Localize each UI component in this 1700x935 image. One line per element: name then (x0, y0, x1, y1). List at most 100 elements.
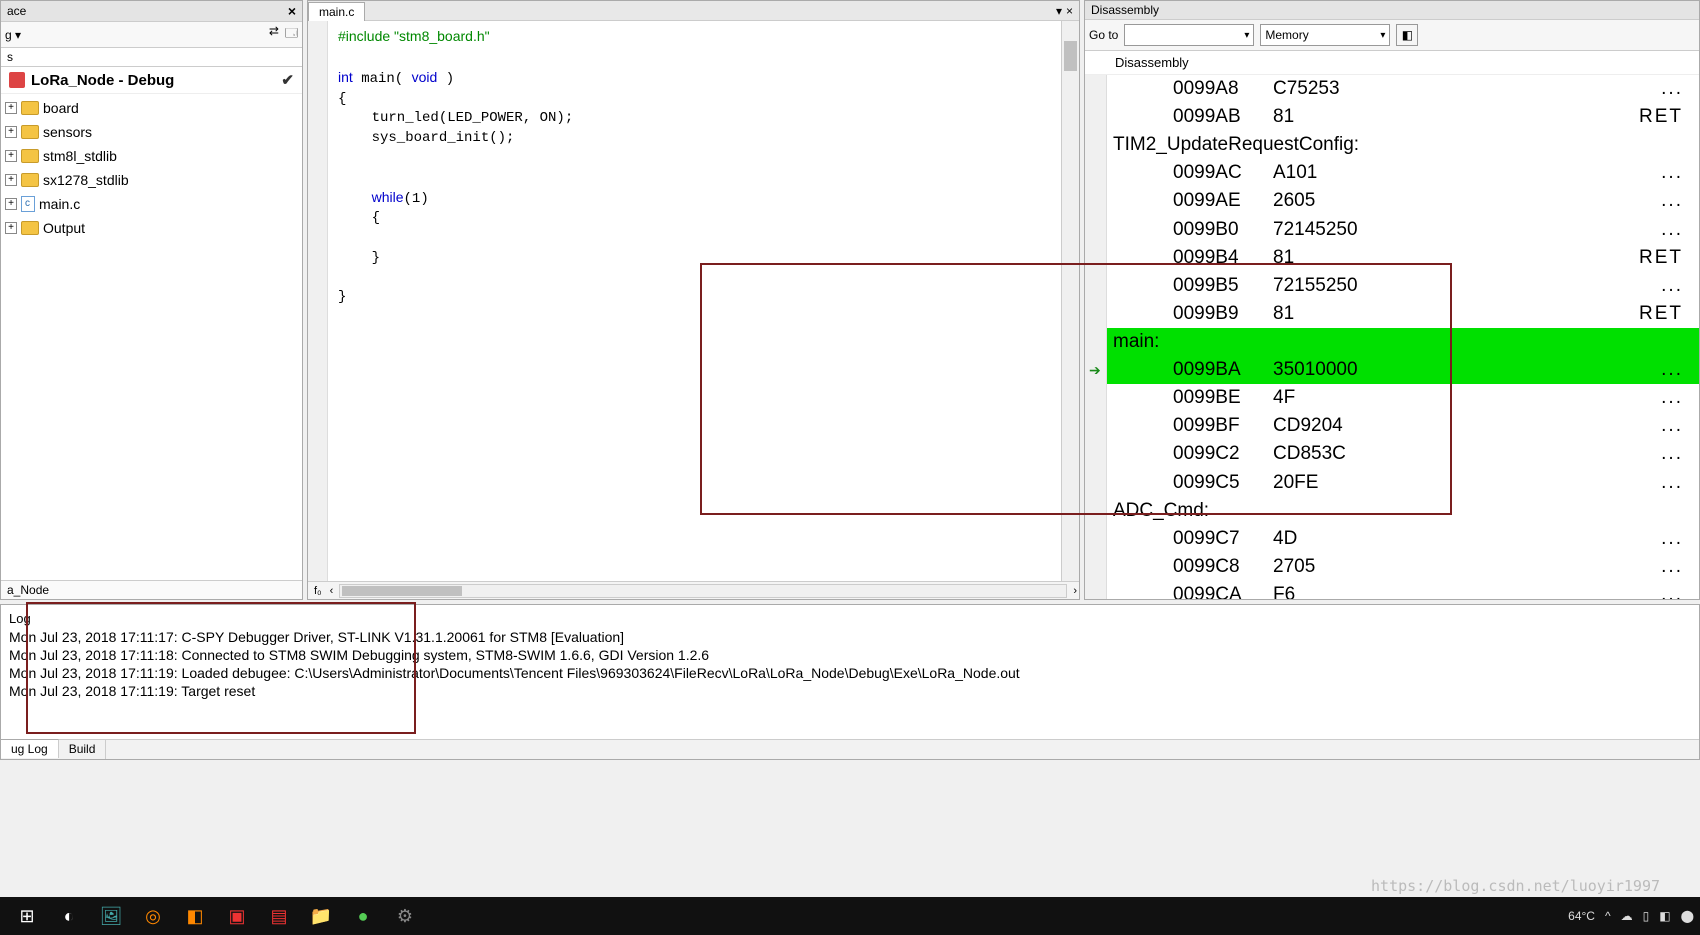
tray-icon[interactable]: ◧ (1659, 909, 1670, 923)
cloud-icon[interactable]: ☁ (1621, 909, 1633, 923)
expander-icon[interactable]: + (5, 198, 17, 210)
taskbar-item[interactable]: ◧ (178, 901, 212, 931)
disasm-bytes: 72155250 (1273, 272, 1463, 300)
disasm-mn: RET (1463, 300, 1693, 328)
disasm-bytes: 2705 (1273, 553, 1463, 581)
disasm-bytes: 81 (1273, 103, 1463, 131)
log-tab[interactable]: ug Log (1, 739, 59, 758)
chevron-right-icon[interactable]: › (1071, 585, 1079, 597)
chevron-left-icon[interactable]: ‹ (328, 585, 336, 597)
disasm-row[interactable]: 0099B481RET (1107, 244, 1699, 272)
vertical-scrollbar[interactable] (1061, 21, 1079, 581)
editor-panel: main.c ▾ × #include "stm8_board.h" int m… (307, 0, 1080, 600)
disasm-addr: 0099B0 (1113, 216, 1273, 244)
disasm-row[interactable]: 0099A8C75253... (1107, 75, 1699, 103)
disasm-mn: ... (1463, 187, 1693, 215)
expander-icon[interactable]: + (5, 222, 17, 234)
file-icon (21, 196, 35, 212)
disasm-label: main: (1113, 328, 1159, 356)
current-line-arrow: ➔ (1089, 360, 1101, 381)
disasm-row[interactable]: main: (1107, 328, 1699, 356)
chevron-up-icon[interactable]: ^ (1605, 909, 1611, 923)
disasm-bytes: 81 (1273, 244, 1463, 272)
taskbar-temp[interactable]: 64°C (1568, 909, 1595, 923)
disasm-row[interactable]: 0099BFCD9204... (1107, 412, 1699, 440)
expander-icon[interactable]: + (5, 126, 17, 138)
disasm-row[interactable]: 0099BE4F... (1107, 384, 1699, 412)
log-line: Mon Jul 23, 2018 17:11:17: C-SPY Debugge… (9, 628, 1691, 646)
tree-item[interactable]: + board (1, 96, 302, 120)
tray-icon[interactable]: ▯ (1643, 909, 1650, 923)
disasm-row[interactable]: 0099C2CD853C... (1107, 440, 1699, 468)
tree-item[interactable]: + Output (1, 216, 302, 240)
disasm-bytes: 2605 (1273, 187, 1463, 215)
disasm-row[interactable]: 0099BA35010000... (1107, 356, 1699, 384)
taskbar-item[interactable]: 📁 (304, 901, 338, 931)
tree-item[interactable]: + sx1278_stdlib (1, 168, 302, 192)
disasm-row[interactable]: 0099C74D... (1107, 525, 1699, 553)
code-area[interactable]: #include "stm8_board.h" int main( void )… (328, 21, 1061, 581)
expander-icon[interactable]: + (5, 102, 17, 114)
tab-close-icon[interactable]: × (1066, 4, 1073, 18)
disasm-bytes: F6 (1273, 581, 1463, 599)
expander-icon[interactable]: + (5, 150, 17, 162)
disasm-addr: 0099C5 (1113, 469, 1273, 497)
horizontal-scrollbar[interactable] (339, 584, 1067, 598)
disasm-row[interactable]: 0099C82705... (1107, 553, 1699, 581)
tree-label: board (43, 100, 79, 116)
tray-icon[interactable]: ⬤ (1681, 909, 1694, 923)
disasm-row[interactable]: 0099CAF6... (1107, 581, 1699, 599)
tree-item[interactable]: + stm8l_stdlib (1, 144, 302, 168)
close-icon[interactable]: × (288, 3, 296, 19)
taskbar-item[interactable]: ◎ (136, 901, 170, 931)
tree-item[interactable]: + sensors (1, 120, 302, 144)
disasm-row[interactable]: 0099AE2605... (1107, 187, 1699, 215)
log-line: Mon Jul 23, 2018 17:11:19: Loaded debuge… (9, 664, 1691, 682)
expander-icon[interactable]: + (5, 174, 17, 186)
disasm-mn: ... (1463, 384, 1693, 412)
tab-dropdown-icon[interactable]: ▾ (1056, 4, 1062, 18)
disasm-addr: 0099CA (1113, 581, 1273, 599)
disasm-row[interactable]: ADC_Cmd: (1107, 497, 1699, 525)
disassembly-sub: Disassembly (1085, 51, 1699, 75)
project-name: LoRa_Node - Debug (31, 72, 174, 89)
project-tree: + board+ sensors+ stm8l_stdlib+ sx1278_s… (1, 94, 302, 580)
toggle-icon[interactable]: ◧ (1396, 24, 1418, 46)
taskbar-item[interactable]: ⚙ (388, 901, 422, 931)
disasm-addr: 0099AC (1113, 159, 1273, 187)
disasm-row[interactable]: TIM2_UpdateRequestConfig: (1107, 131, 1699, 159)
tab-main-c[interactable]: main.c (308, 2, 365, 21)
disasm-row[interactable]: 0099B072145250... (1107, 216, 1699, 244)
goto-combo[interactable]: ▾ (1124, 24, 1254, 46)
folder-icon (21, 125, 39, 139)
taskbar-item[interactable]: 🖼 (94, 901, 128, 931)
memory-combo[interactable]: Memory▾ (1260, 24, 1390, 46)
taskbar-item[interactable]: ⊞ (10, 901, 44, 931)
disasm-mn: ... (1463, 75, 1693, 103)
workspace-panel: ace × g ▾ ⇄ 🗔 s LoRa_Node - Debug ✔ + bo… (0, 0, 303, 600)
collapse-icon[interactable]: ⇄ (269, 24, 279, 45)
taskbar-item[interactable]: ▣ (220, 901, 254, 931)
refresh-icon[interactable]: 🗔 (285, 24, 298, 45)
tree-label: Output (43, 220, 85, 236)
taskbar-item[interactable]: ▤ (262, 901, 296, 931)
disasm-row[interactable]: 0099B981RET (1107, 300, 1699, 328)
disasm-row[interactable]: 0099B572155250... (1107, 272, 1699, 300)
disasm-mn: ... (1463, 525, 1693, 553)
editor-statusbar: f₀ ‹ › (308, 581, 1079, 599)
disasm-addr: 0099AB (1113, 103, 1273, 131)
log-body[interactable]: Mon Jul 23, 2018 17:11:17: C-SPY Debugge… (1, 628, 1699, 739)
log-tab[interactable]: Build (59, 740, 107, 759)
disassembly-body[interactable]: ➔ 0099A8C75253...0099AB81RETTIM2_UpdateR… (1085, 75, 1699, 599)
project-root[interactable]: LoRa_Node - Debug ✔ (1, 67, 302, 94)
taskbar-item[interactable]: ◐ (52, 901, 86, 931)
workspace-dropdown[interactable]: g ▾ (5, 28, 21, 42)
disasm-bytes: 72145250 (1273, 216, 1463, 244)
disasm-row[interactable]: 0099C520FE... (1107, 469, 1699, 497)
disasm-row[interactable]: 0099AB81RET (1107, 103, 1699, 131)
disasm-row[interactable]: 0099ACA101... (1107, 159, 1699, 187)
folder-icon (21, 149, 39, 163)
tree-item[interactable]: + main.c (1, 192, 302, 216)
disasm-mn: RET (1463, 244, 1693, 272)
taskbar-item[interactable]: ● (346, 901, 380, 931)
